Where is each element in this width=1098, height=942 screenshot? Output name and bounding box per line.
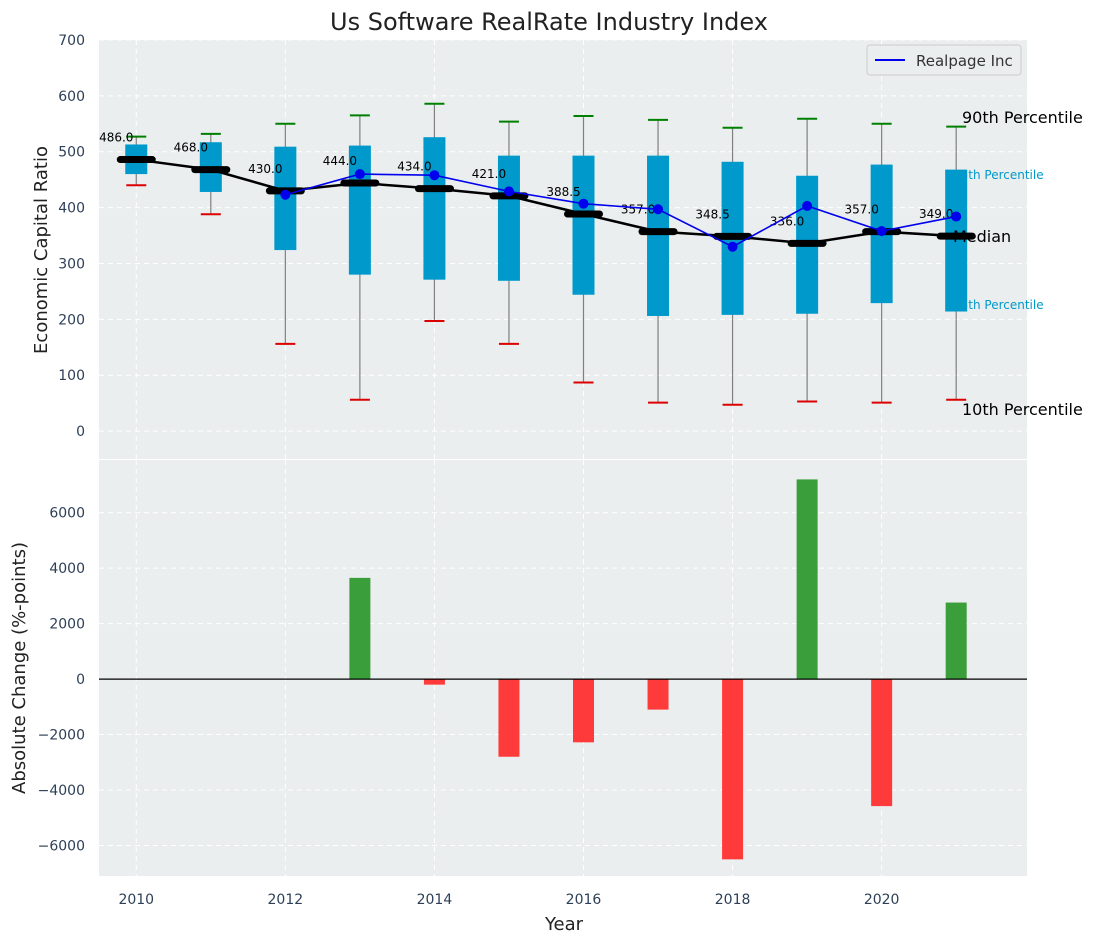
bottom-plot-area — [99, 460, 1027, 876]
bottom-y-axis-label: Absolute Change (%-points) — [9, 542, 30, 794]
change-bar — [572, 679, 594, 743]
change-bar — [498, 679, 520, 757]
realpage-point — [802, 200, 813, 211]
legend: Realpage Inc — [866, 44, 1022, 76]
realpage-line — [285, 173, 957, 248]
top-y-tick-label: 500 — [58, 145, 85, 161]
median-value-label: 430.0 — [248, 162, 282, 176]
median-value-label: 357.0 — [844, 203, 878, 217]
top-y-tick-label: 400 — [58, 201, 85, 217]
realpage-point — [578, 198, 589, 209]
realpage-point — [354, 169, 365, 180]
change-bar — [871, 679, 893, 807]
bottom-y-tick-label: 6000 — [49, 506, 85, 522]
chart-title: Us Software RealRate Industry Index — [330, 8, 768, 36]
bottom-y-tick-label: −2000 — [38, 728, 85, 744]
change-bar — [647, 679, 669, 710]
iqr-box — [572, 155, 595, 295]
top-y-tick-label: 700 — [58, 33, 85, 49]
bottom-y-tick-label: −6000 — [38, 838, 85, 854]
realpage-point — [503, 186, 514, 197]
realpage-point — [429, 170, 440, 181]
x-tick-label: 2018 — [715, 892, 751, 908]
top-y-tick-label: 600 — [58, 89, 85, 105]
change-bar — [945, 602, 967, 680]
realpage-point — [876, 226, 887, 237]
change-bar — [796, 479, 818, 680]
top-y-tick-label: 200 — [58, 312, 85, 328]
iqr-box — [348, 145, 371, 275]
x-tick-label: 2014 — [417, 892, 453, 908]
median-value-label: 486.0 — [99, 131, 133, 145]
top-panel: 0 100 200 300 400 500 600 700 486.0 468.0 430.0 444… — [58, 33, 1027, 459]
annotation-p75: 75th Percentile — [953, 168, 1044, 182]
top-y-tick-label: 100 — [58, 368, 85, 384]
top-y-tick-label: 0 — [76, 424, 85, 440]
annotation-p10: 10th Percentile — [962, 400, 1083, 419]
x-axis-label: Year — [544, 914, 584, 935]
annotation-p25: 25th Percentile — [953, 298, 1044, 312]
median-value-label: 444.0 — [323, 154, 357, 168]
median-value-label: 336.0 — [770, 214, 804, 228]
median-value-label: 388.5 — [546, 185, 580, 199]
x-tick-label: 2016 — [566, 892, 602, 908]
median-value-label: 468.0 — [174, 141, 208, 155]
bottom-y-tick-label: 4000 — [49, 561, 85, 577]
bottom-y-tick-label: −4000 — [38, 783, 85, 799]
top-y-axis-label: Economic Capital Ratio — [31, 146, 52, 354]
iqr-box — [945, 169, 968, 312]
annotation-median: Median — [953, 227, 1011, 246]
legend-frame — [866, 44, 1022, 76]
median-value-label: 349.0 — [919, 207, 953, 221]
change-bar — [423, 679, 445, 685]
median-value-label: 421.0 — [472, 167, 506, 181]
top-y-tick-label: 300 — [58, 256, 85, 272]
realpage-point — [280, 189, 291, 200]
realpage-point — [951, 211, 962, 222]
bottom-panel: −6000 −4000 −2000 0 2000 4000 6000 2010 2012 2014… — [38, 460, 1027, 908]
legend-label-realpage: Realpage Inc — [916, 52, 1013, 70]
bottom-y-tick-label: 0 — [76, 672, 85, 688]
iqr-box — [423, 137, 446, 280]
percentile-annotations: 90th Percentile 75th Percentile Median 2… — [953, 108, 1083, 419]
change-bar — [349, 577, 371, 680]
x-tick-label: 2010 — [118, 892, 154, 908]
median-value-label: 348.5 — [695, 207, 729, 221]
median-value-label: 434.0 — [397, 160, 431, 174]
annotation-p90: 90th Percentile — [962, 108, 1083, 127]
realpage-point — [653, 204, 664, 215]
bottom-y-tick-label: 2000 — [49, 617, 85, 633]
x-tick-label: 2020 — [864, 892, 900, 908]
realpage-point — [727, 241, 738, 252]
iqr-box — [647, 155, 670, 316]
median-value-label: 357.0 — [621, 203, 655, 217]
x-tick-label: 2012 — [268, 892, 304, 908]
iqr-box — [497, 155, 520, 281]
change-bar — [722, 679, 744, 860]
